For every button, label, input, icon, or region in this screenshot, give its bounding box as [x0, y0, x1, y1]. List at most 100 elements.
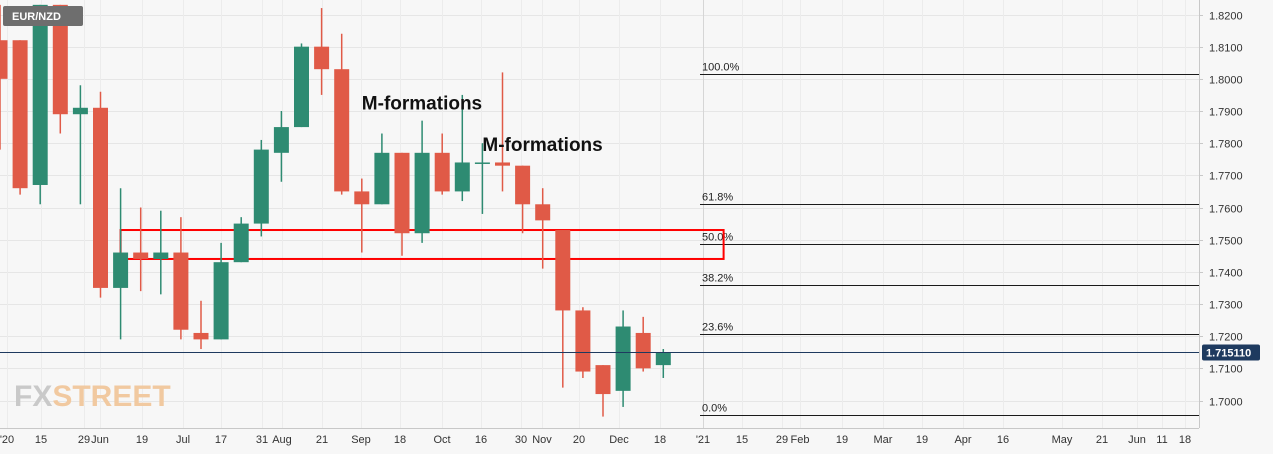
candle-body	[414, 152, 430, 234]
candle-body	[655, 352, 671, 366]
y-tick-label: 1.7700	[1209, 171, 1243, 183]
y-tick-label: 1.7800	[1209, 139, 1243, 151]
candle	[535, 188, 551, 269]
x-tick-label: Apr	[954, 434, 971, 446]
x-tick-label: 18	[1179, 434, 1191, 446]
candle	[294, 43, 309, 128]
candle-body	[474, 162, 490, 164]
candle	[32, 4, 48, 205]
symbol-label: EUR/NZD	[12, 11, 61, 23]
fib-label: 38.2%	[702, 273, 733, 285]
y-tick-label: 1.8200	[1209, 11, 1243, 23]
candle-body	[434, 152, 450, 192]
candle	[72, 85, 88, 205]
x-tick-label: '20	[0, 434, 14, 446]
y-tick-label: 1.7000	[1209, 397, 1243, 409]
current-price-badge: 1.715110	[1202, 344, 1260, 361]
candle-body	[535, 204, 551, 221]
x-tick-label: 16	[997, 434, 1009, 446]
x-tick-label: Dec	[609, 434, 629, 446]
y-tick-label: 1.7900	[1209, 107, 1243, 119]
candle-body	[595, 365, 611, 395]
candle-body	[52, 4, 68, 115]
candle-body	[173, 252, 189, 330]
candle	[515, 165, 531, 234]
candle-body	[294, 46, 309, 128]
x-tick-label: Jun	[91, 434, 109, 446]
x-tick-label: Jul	[176, 434, 190, 446]
candle	[253, 139, 269, 237]
x-tick-label: 15	[35, 434, 47, 446]
candle	[113, 188, 129, 340]
x-tick-label: 18	[394, 434, 406, 446]
x-tick-label: 30	[515, 434, 527, 446]
x-tick-label: 29	[776, 434, 788, 446]
candle-body	[394, 152, 410, 234]
symbol-badge[interactable]: EUR/NZD	[3, 6, 83, 26]
candle-body	[354, 191, 370, 205]
x-tick-label: Aug	[272, 434, 292, 446]
x-tick-label: Jun	[1128, 434, 1146, 446]
candle	[495, 72, 510, 192]
x-tick-label: 21	[1096, 434, 1108, 446]
current-price-label: 1.715110	[1206, 348, 1251, 360]
candle-body	[0, 40, 8, 79]
candle	[454, 94, 470, 202]
svg-text:FXSTREET: FXSTREET	[14, 380, 171, 413]
candle-body	[253, 149, 269, 224]
candle-body	[273, 127, 289, 153]
candle-body	[233, 223, 249, 263]
y-tick-label: 1.7400	[1209, 268, 1243, 280]
candle	[213, 242, 229, 340]
annotation-text: M-formations	[362, 93, 482, 114]
candle	[153, 210, 169, 295]
candle-body	[133, 252, 149, 259]
y-tick-label: 1.8100	[1209, 43, 1243, 55]
y-tick-label: 1.7100	[1209, 364, 1243, 376]
candle-body	[32, 4, 48, 185]
fibonacci-levels: 100.0% 61.8% 50.0% 38.2% 23.6% 0.0%	[700, 62, 1199, 416]
y-tick-label: 1.7500	[1209, 236, 1243, 248]
candle-body	[635, 332, 651, 369]
candle	[193, 300, 209, 350]
x-tick-label: 20	[573, 434, 585, 446]
candle	[394, 152, 410, 256]
candle-body	[575, 310, 591, 372]
x-tick-label: Oct	[433, 434, 450, 446]
candle	[434, 133, 450, 195]
y-tick-label: 1.7600	[1209, 204, 1243, 216]
candle	[655, 349, 671, 378]
candle	[474, 143, 490, 214]
logo-street: STREET	[52, 380, 170, 413]
candle-body	[213, 262, 229, 340]
candle-body	[454, 162, 470, 192]
x-tick-label: Nov	[532, 434, 552, 446]
candle-body	[555, 230, 571, 311]
candle	[273, 111, 289, 182]
annotation-text: M-formations	[482, 135, 602, 156]
candle	[595, 365, 611, 417]
grid-lines	[0, 0, 1199, 428]
x-tick-label: Mar	[874, 434, 893, 446]
candle-body	[515, 165, 531, 205]
candle	[334, 33, 350, 195]
x-axis[interactable]: '20 15 29 Jun 19 Jul 17 31 Aug 21 Sep 18 Oct 16 30 Nov 2…	[0, 434, 1191, 446]
x-tick-label: 17	[215, 434, 227, 446]
candle-body	[334, 69, 350, 192]
candle	[0, 4, 8, 150]
x-tick-label: '21	[696, 434, 710, 446]
candle-body	[374, 152, 390, 205]
candle	[133, 207, 149, 292]
y-axis[interactable]: 1.7000 1.7100 1.7200 1.7300 1.7400 1.7500 1.76…	[1199, 11, 1243, 409]
candle	[374, 133, 390, 205]
candle-body	[113, 252, 129, 288]
candle-body	[12, 40, 28, 189]
x-tick-label: 11	[1156, 434, 1167, 446]
x-tick-label: 29	[78, 434, 90, 446]
candle-body	[153, 252, 169, 259]
x-tick-label: 16	[475, 434, 487, 446]
candle-body	[93, 107, 108, 288]
candle-body	[193, 332, 209, 340]
candle	[93, 91, 108, 298]
